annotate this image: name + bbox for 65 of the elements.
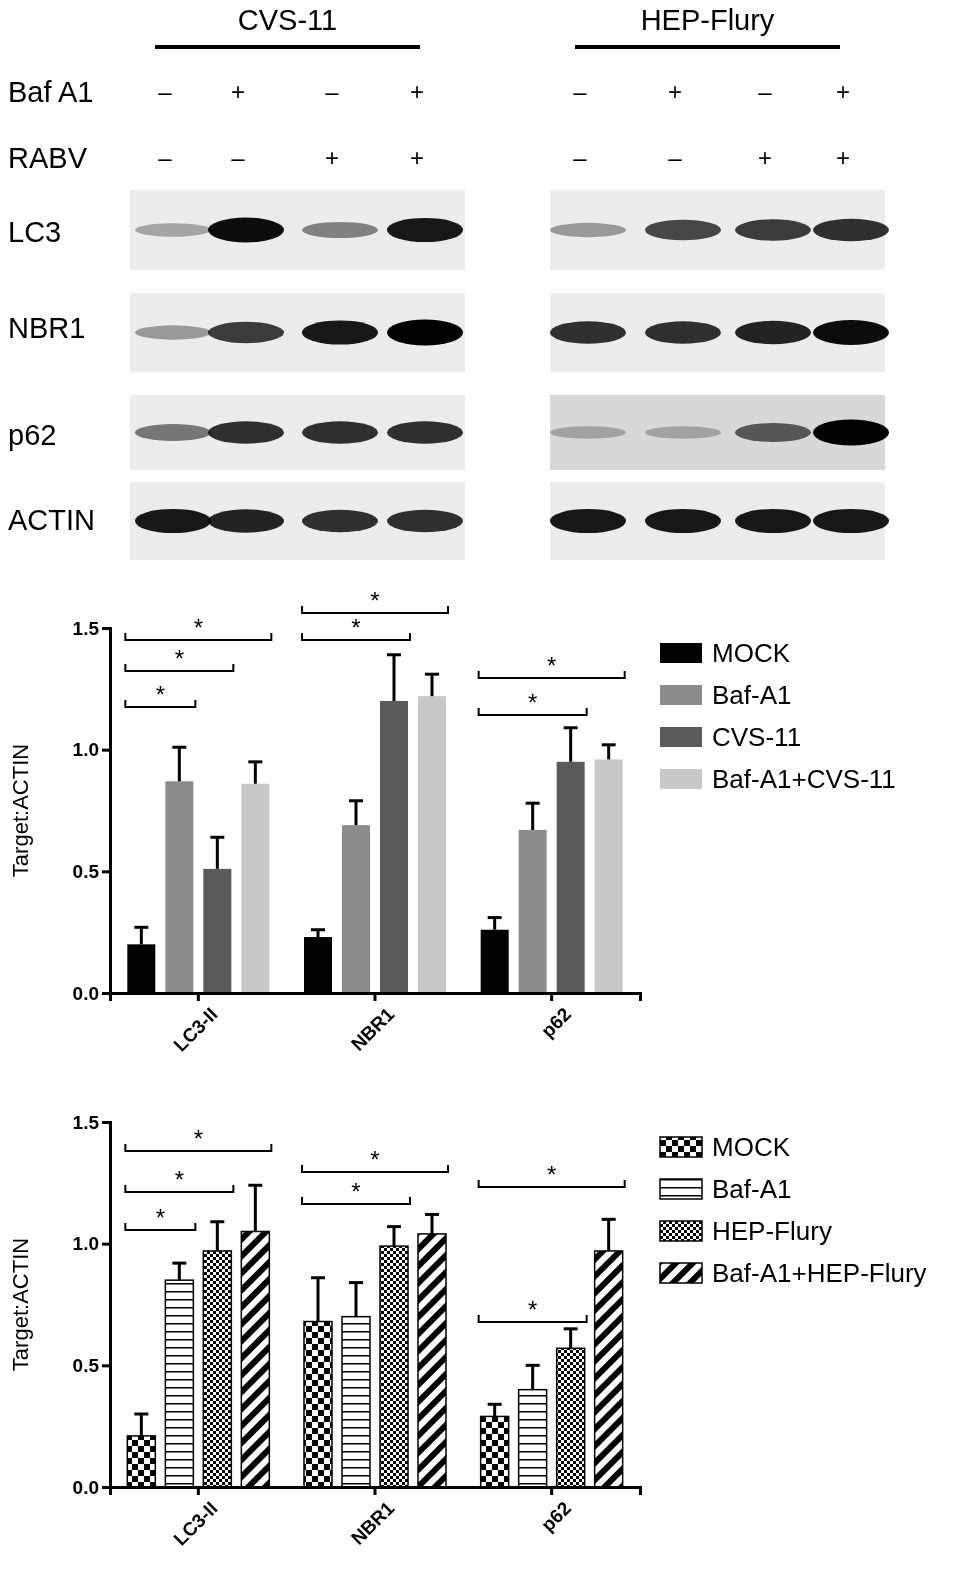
- text: –: [158, 144, 173, 171]
- y-tick-label: 0.5: [72, 860, 100, 882]
- text: LC3: [8, 216, 62, 248]
- text: NBR1: [8, 312, 86, 344]
- bar: [165, 781, 194, 993]
- text: +: [230, 78, 246, 105]
- y-tick-label: 1.0: [72, 739, 99, 761]
- text: HEP-Flury: [640, 4, 775, 36]
- bar: [418, 696, 446, 993]
- y-tick-label: 1.0: [72, 1233, 99, 1255]
- text: +: [324, 144, 340, 171]
- y-axis-title: Target:ACTIN: [8, 1237, 33, 1372]
- text: –: [325, 78, 340, 105]
- annotation: *: [546, 652, 557, 679]
- text: –: [231, 144, 246, 171]
- annotation: *: [174, 645, 185, 672]
- y-tick-label: 0.0: [72, 982, 99, 1004]
- text: –: [158, 78, 173, 105]
- annotation: *: [527, 689, 538, 716]
- text: –: [573, 78, 588, 105]
- bar: [203, 868, 232, 993]
- text: p62: [8, 419, 57, 451]
- annotation: *: [351, 1178, 361, 1205]
- text: +: [409, 144, 425, 171]
- text: *: [370, 587, 380, 614]
- legend-label: Baf-A1+CVS-11: [712, 764, 896, 794]
- legend-label: Baf-A1: [712, 680, 792, 710]
- text: +: [835, 78, 851, 105]
- text: RABV: [8, 142, 88, 174]
- bar: [556, 761, 585, 993]
- annotation: *: [155, 1204, 166, 1231]
- annotation: *: [174, 1166, 185, 1193]
- annotation: *: [527, 1296, 538, 1323]
- annotation: *: [193, 1125, 204, 1152]
- text: +: [667, 78, 683, 105]
- annotation: *: [370, 1146, 380, 1173]
- y-tick-label: 0.0: [72, 1476, 99, 1498]
- y-axis-title: Target:ACTIN: [8, 743, 33, 878]
- bar: [380, 701, 408, 993]
- bar: [594, 759, 623, 993]
- text: –: [758, 78, 773, 105]
- annotation: *: [546, 1161, 557, 1188]
- text: CVS-11: [237, 4, 338, 36]
- bar: [518, 829, 547, 993]
- legend-label: MOCK: [712, 1132, 791, 1162]
- text: –: [573, 144, 588, 171]
- y-tick-label: 1.5: [72, 617, 100, 639]
- legend-label: MOCK: [712, 638, 791, 668]
- y-tick-label: 0.5: [72, 1354, 100, 1376]
- legend-label: CVS-11: [712, 722, 802, 752]
- text: +: [409, 78, 425, 105]
- legend-label: Baf-A1+HEP-Flury: [712, 1258, 927, 1288]
- legend-label: Baf-A1: [712, 1174, 792, 1204]
- y-tick-label: 1.5: [72, 1111, 100, 1133]
- text: –: [668, 144, 683, 171]
- annotation: *: [155, 681, 166, 708]
- text: Baf A1: [8, 76, 94, 108]
- text: +: [757, 144, 773, 171]
- text: ACTIN: [8, 504, 95, 536]
- text: +: [835, 144, 851, 171]
- annotation: *: [193, 614, 204, 641]
- bar: [241, 783, 270, 993]
- legend-label: HEP-Flury: [712, 1216, 832, 1246]
- bar: [342, 825, 370, 993]
- annotation: *: [351, 614, 361, 641]
